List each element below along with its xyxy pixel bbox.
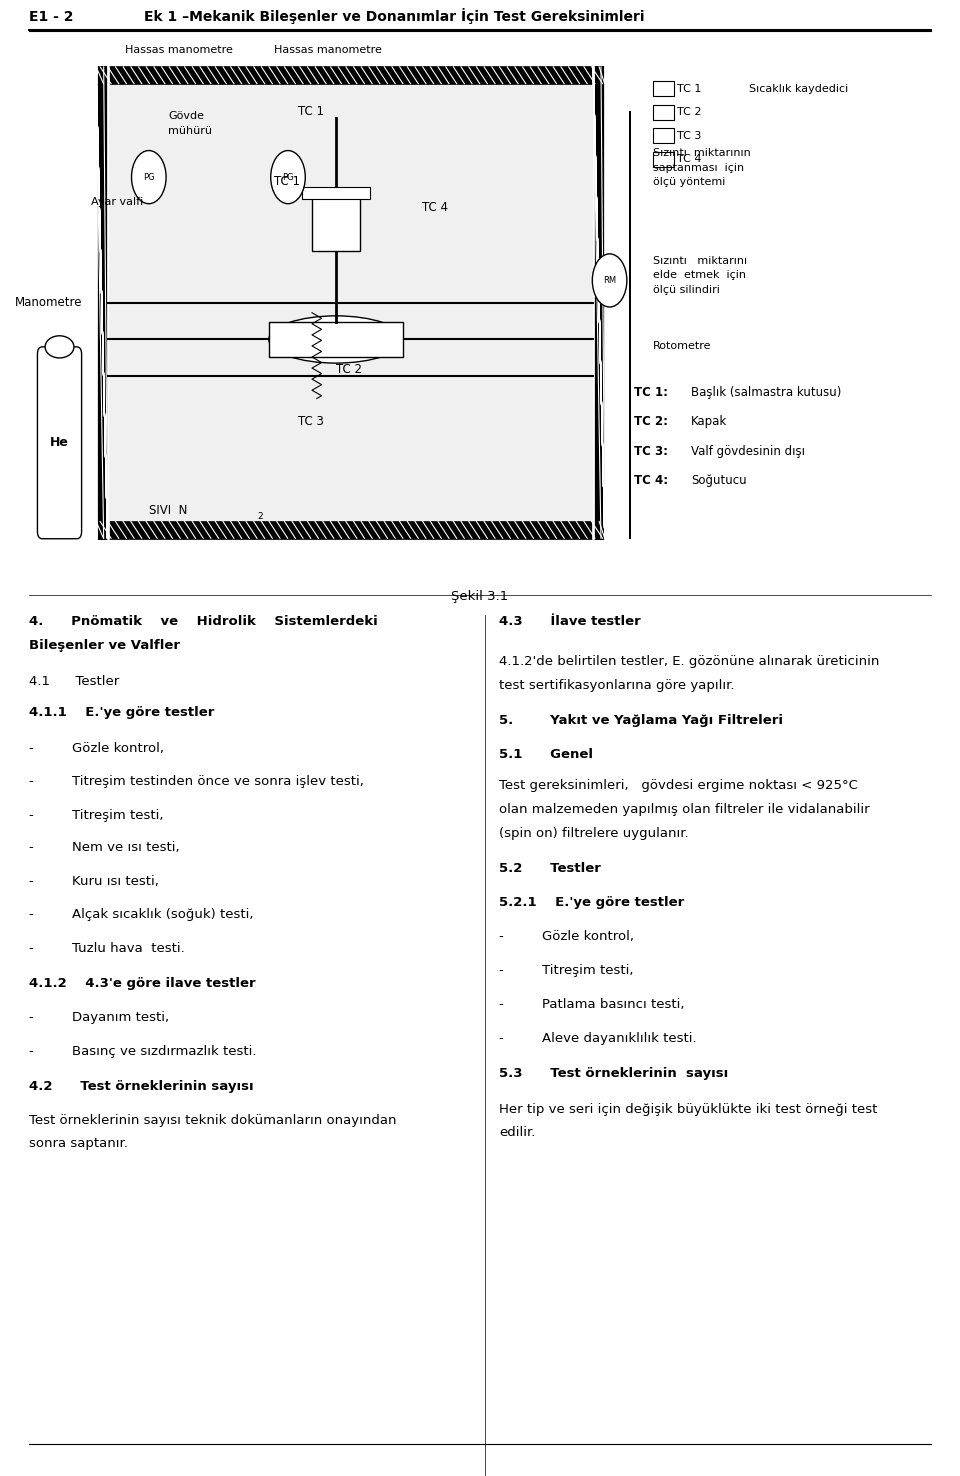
Bar — [269, 322, 403, 357]
Circle shape — [592, 254, 627, 307]
Text: -         Titreşim testi,: - Titreşim testi, — [29, 809, 163, 822]
Text: -         Titreşim testinden önce ve sonra işlev testi,: - Titreşim testinden önce ve sonra işlev… — [29, 775, 364, 788]
Text: TC 2:: TC 2: — [634, 415, 667, 428]
Text: 5.3      Test örneklerinin  sayısı: 5.3 Test örneklerinin sayısı — [499, 1067, 729, 1080]
Text: PG: PG — [143, 173, 155, 182]
Text: TC 2: TC 2 — [336, 363, 362, 376]
Text: RM: RM — [603, 276, 616, 285]
Text: -         Nem ve ısı testi,: - Nem ve ısı testi, — [29, 841, 180, 855]
Text: TC 3: TC 3 — [298, 415, 324, 428]
Circle shape — [271, 151, 305, 204]
Bar — [653, 105, 674, 120]
Text: sonra saptanır.: sonra saptanır. — [29, 1137, 128, 1150]
Text: 4.2      Test örneklerinin sayısı: 4.2 Test örneklerinin sayısı — [29, 1080, 253, 1094]
Text: Manometre: Manometre — [14, 297, 82, 308]
Text: Ayar valfi: Ayar valfi — [91, 196, 143, 207]
Text: -         Patlama basıncı testi,: - Patlama basıncı testi, — [499, 998, 684, 1011]
Text: ölçü yöntemi: ölçü yöntemi — [653, 177, 725, 187]
Bar — [629, 111, 631, 539]
Text: 4.1.2'de belirtilen testler, E. gözönüne alınarak üreticinin: 4.1.2'de belirtilen testler, E. gözönüne… — [499, 655, 879, 669]
Text: -         Gözle kontrol,: - Gözle kontrol, — [499, 930, 635, 943]
Bar — [593, 66, 605, 539]
Text: 5.2.1    E.'ye göre testler: 5.2.1 E.'ye göre testler — [499, 896, 684, 909]
Text: TC 4: TC 4 — [422, 201, 448, 214]
Text: Her tip ve seri için değişik büyüklükte iki test örneği test: Her tip ve seri için değişik büyüklükte … — [499, 1103, 877, 1116]
Text: Ek 1 –Mekanik Bileşenler ve Donanımlar İçin Test Gereksinimleri: Ek 1 –Mekanik Bileşenler ve Donanımlar İ… — [144, 7, 644, 24]
Text: 4.1      Testler: 4.1 Testler — [29, 675, 119, 688]
Text: TC 4: TC 4 — [677, 155, 702, 164]
Bar — [653, 152, 674, 167]
Text: TC 4:: TC 4: — [634, 474, 668, 487]
Text: Sıcaklık kaydedici: Sıcaklık kaydedici — [749, 84, 848, 93]
Text: mühürü: mühürü — [168, 125, 212, 136]
Bar — [96, 66, 605, 84]
Ellipse shape — [45, 337, 74, 359]
Text: 2: 2 — [257, 512, 263, 521]
Text: SIVI  N: SIVI N — [149, 503, 187, 517]
Text: -         Titreşim testi,: - Titreşim testi, — [499, 964, 634, 977]
Bar — [29, 44, 931, 598]
Text: TC 3:: TC 3: — [634, 444, 667, 458]
Text: 5.2      Testler: 5.2 Testler — [499, 862, 601, 875]
Text: TC 1: TC 1 — [274, 176, 300, 187]
Text: Gövde: Gövde — [168, 111, 204, 121]
Text: Sızıntı  miktarının: Sızıntı miktarının — [653, 148, 751, 158]
Text: TC 3: TC 3 — [677, 131, 701, 140]
Text: elde  etmek  için: elde etmek için — [653, 270, 746, 280]
Text: -         Kuru ısı testi,: - Kuru ısı testi, — [29, 875, 158, 889]
Text: -         Tuzlu hava  testi.: - Tuzlu hava testi. — [29, 942, 184, 955]
Text: Sızıntı   miktarını: Sızıntı miktarını — [653, 255, 747, 266]
Bar — [653, 81, 674, 96]
Bar — [96, 521, 605, 539]
Text: edilir.: edilir. — [499, 1126, 536, 1139]
Text: -         Gözle kontrol,: - Gözle kontrol, — [29, 742, 164, 756]
Text: He: He — [50, 437, 69, 449]
Text: ölçü silindiri: ölçü silindiri — [653, 285, 720, 295]
Text: Bileşenler ve Valfler: Bileşenler ve Valfler — [29, 639, 180, 652]
Text: 5.1      Genel: 5.1 Genel — [499, 748, 593, 762]
Text: Rotometre: Rotometre — [653, 341, 711, 351]
Text: TC 1: TC 1 — [298, 105, 324, 118]
Text: 4.1.2    4.3'e göre ilave testler: 4.1.2 4.3'e göre ilave testler — [29, 977, 255, 990]
Bar — [653, 128, 674, 143]
Text: 5.        Yakıt ve Yağlama Yağı Filtreleri: 5. Yakıt ve Yağlama Yağı Filtreleri — [499, 714, 783, 728]
Circle shape — [132, 151, 166, 204]
Text: test sertifikasyonlarına göre yapılır.: test sertifikasyonlarına göre yapılır. — [499, 679, 734, 692]
Text: olan malzemeden yapılmış olan filtreler ile vidalanabilir: olan malzemeden yapılmış olan filtreler … — [499, 803, 870, 816]
Text: TC 2: TC 2 — [677, 108, 702, 117]
Text: Şekil 3.1: Şekil 3.1 — [451, 590, 509, 604]
Text: PG: PG — [282, 173, 294, 182]
Text: Soğutucu: Soğutucu — [691, 474, 747, 487]
Text: -         Basınç ve sızdırmazlık testi.: - Basınç ve sızdırmazlık testi. — [29, 1045, 256, 1058]
Text: -         Dayanım testi,: - Dayanım testi, — [29, 1011, 169, 1024]
Text: 4.      Pnömatik    ve    Hidrolik    Sistemlerdeki: 4. Pnömatik ve Hidrolik Sistemlerdeki — [29, 615, 377, 629]
Text: 4.1.1    E.'ye göre testler: 4.1.1 E.'ye göre testler — [29, 706, 214, 719]
Text: Kapak: Kapak — [691, 415, 728, 428]
Text: -         Aleve dayanıklılık testi.: - Aleve dayanıklılık testi. — [499, 1032, 697, 1045]
Bar — [96, 66, 108, 539]
Text: (spin on) filtrelere uygulanır.: (spin on) filtrelere uygulanır. — [499, 827, 689, 840]
Text: 4.3      İlave testler: 4.3 İlave testler — [499, 615, 641, 629]
Text: Test örneklerinin sayısı teknik dokümanların onayından: Test örneklerinin sayısı teknik dokümanl… — [29, 1114, 396, 1128]
Text: saptanması  için: saptanması için — [653, 162, 744, 173]
Text: TC 1: TC 1 — [677, 84, 701, 93]
FancyBboxPatch shape — [37, 347, 82, 539]
Bar — [108, 84, 593, 521]
Text: Test gereksinimleri,   gövdesi ergime noktası < 925°C: Test gereksinimleri, gövdesi ergime nokt… — [499, 779, 858, 793]
Text: Valf gövdesinin dışı: Valf gövdesinin dışı — [691, 444, 805, 458]
Text: Hassas manometre: Hassas manometre — [274, 44, 381, 55]
Ellipse shape — [269, 316, 403, 363]
Text: Başlık (salmastra kutusu): Başlık (salmastra kutusu) — [691, 385, 842, 399]
Text: Hassas manometre: Hassas manometre — [125, 44, 232, 55]
Text: TC 1:: TC 1: — [634, 385, 667, 399]
Bar — [302, 187, 370, 199]
Text: -         Alçak sıcaklık (soğuk) testi,: - Alçak sıcaklık (soğuk) testi, — [29, 908, 253, 921]
Text: E1 - 2: E1 - 2 — [29, 10, 73, 24]
Bar — [312, 192, 360, 251]
